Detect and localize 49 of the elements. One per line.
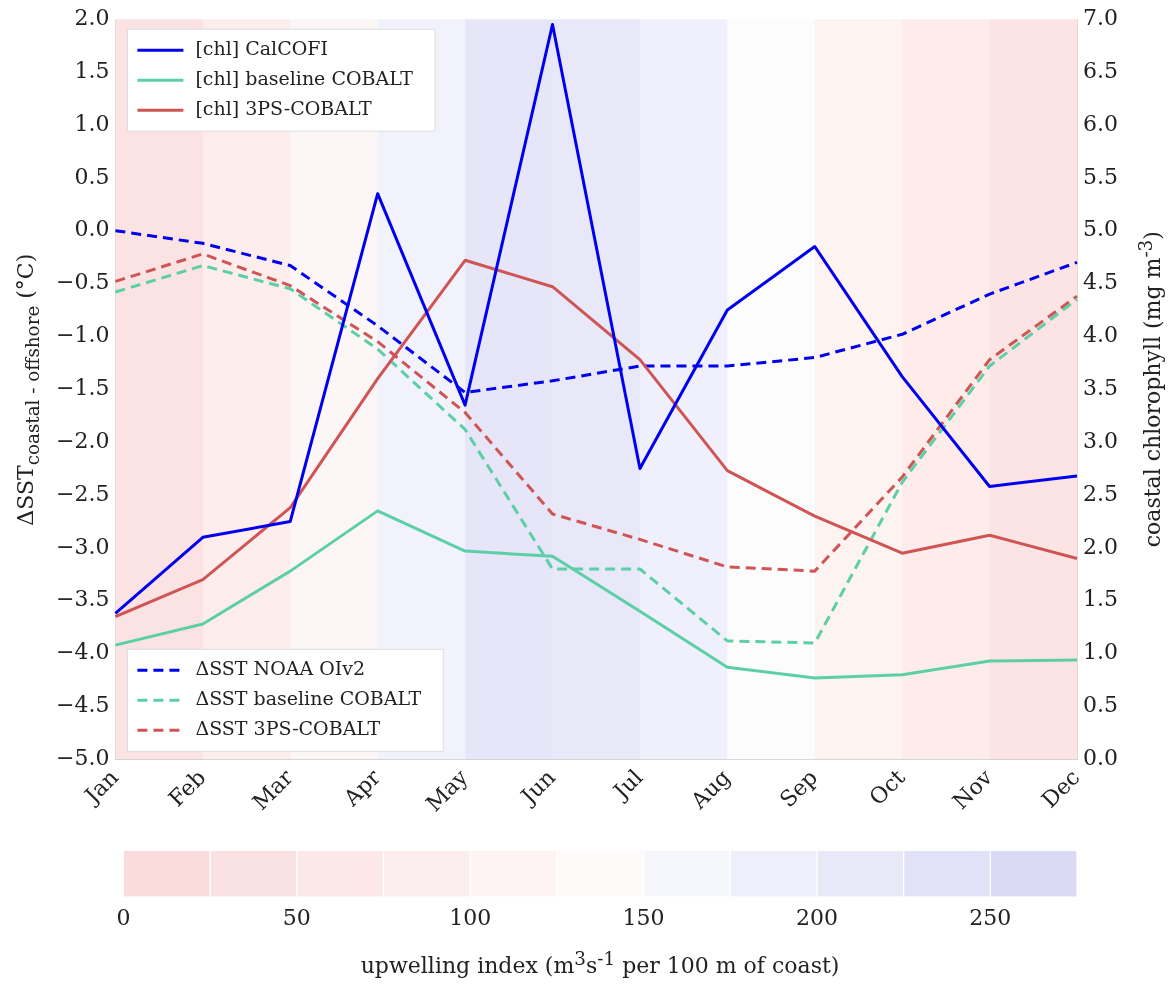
y2-tick-label: 0.5	[1083, 692, 1119, 718]
legend-label: [chl] CalCOFI	[195, 37, 328, 60]
x-tick-label: Sep	[774, 764, 823, 813]
y2-tick-label: 6.5	[1083, 57, 1119, 83]
y-tick-label: −1.5	[56, 374, 110, 400]
x-tick-label: Jul	[607, 764, 648, 805]
y2-tick-label: 4.0	[1083, 322, 1119, 348]
y-tick-label: −3.5	[56, 586, 110, 612]
y2-tick-label: 5.0	[1083, 216, 1119, 242]
y-tick-label: −0.5	[56, 269, 110, 295]
y-tick-label: −3.0	[56, 533, 110, 559]
legend-label: ΔSST 3PS-COBALT	[195, 717, 381, 740]
y2-tick-label: 1.5	[1083, 586, 1119, 612]
x-tick-label: 50	[282, 905, 311, 931]
y2-tick-label: 2.0	[1083, 533, 1119, 559]
y-tick-label: 2.0	[74, 4, 110, 30]
x-tick-label: 250	[969, 905, 1012, 931]
x-tick-label: Feb	[163, 764, 211, 812]
y-tick-label: 0.5	[74, 163, 110, 189]
legend-label: ΔSST NOAA OIv2	[195, 657, 366, 680]
x-tick-label: Jun	[514, 764, 561, 810]
x-tick-label: Oct	[864, 764, 910, 810]
y-tick-label: −4.0	[56, 639, 110, 665]
y2-tick-label: 0.0	[1083, 745, 1119, 771]
legend-label: ΔSST baseline COBALT	[195, 687, 422, 710]
legend-label: [chl] 3PS-COBALT	[195, 97, 373, 120]
y-tick-label: −1.0	[56, 322, 110, 348]
y2-tick-label: 2.5	[1083, 480, 1119, 506]
x-tick-label: 100	[449, 905, 492, 931]
y-tick-label: −2.0	[56, 427, 110, 453]
y2-tick-label: 7.0	[1083, 4, 1119, 30]
y2-tick-label: 6.0	[1083, 110, 1119, 136]
x-tick-label: Apr	[338, 764, 386, 812]
x-tick-label: 0	[116, 905, 131, 931]
y-tick-label: 0.0	[74, 216, 110, 242]
x-tick-label: 200	[795, 905, 838, 931]
y-tick-label: 1.0	[74, 110, 110, 136]
x-tick-label: 150	[622, 905, 665, 931]
legend-label: [chl] baseline COBALT	[195, 67, 414, 90]
y2-tick-label: 3.0	[1083, 427, 1119, 453]
y2-tick-label: 3.5	[1083, 374, 1119, 400]
x-tick-label: Dec	[1036, 764, 1085, 813]
y2-tick-label: 5.5	[1083, 163, 1119, 189]
y-tick-label: −4.5	[56, 692, 110, 718]
x-axis-title: upwelling index (m$^{3}$s$^{-1}$ per 100 m of coast)	[360, 948, 840, 979]
y-tick-label: −2.5	[56, 480, 110, 506]
y-tick-label: 1.5	[74, 57, 110, 83]
y2-tick-label: 4.5	[1083, 269, 1119, 295]
y2-tick-label: 1.0	[1083, 639, 1119, 665]
